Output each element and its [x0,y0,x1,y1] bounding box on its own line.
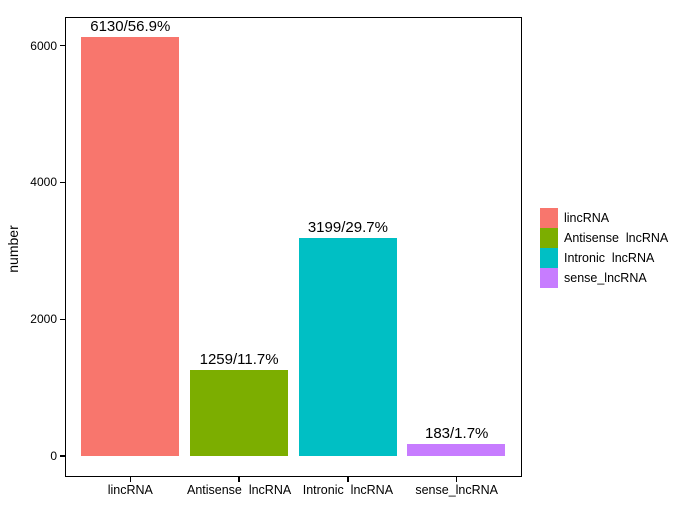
bar-3 [407,443,506,457]
y-tick-label-0: 0 [50,449,57,463]
y-tick-3 [60,44,65,47]
legend-swatch-0 [540,208,558,228]
y-tick-label-3: 6000 [30,38,57,53]
x-tick-label-2: Intronic lncRNA [302,483,394,497]
y-axis-title-text: number [5,225,21,273]
bar-value-label-0: 6130/56.9% [90,18,171,36]
bar-value-label-1: 1259/11.7% [199,351,279,369]
legend: lincRNA Antisense lncRNA Intronic lncRNA se… [540,208,668,288]
bar-0 [80,37,179,457]
plot-panel [65,17,522,477]
legend-label-1: Antisense lncRNA [564,231,669,245]
y-tick-label-2: 4000 [30,175,57,190]
x-tick-label-3: sense_lncRNA [415,483,499,497]
legend-item-0: lincRNA [540,208,668,228]
legend-label-2: Intronic lncRNA [564,251,655,265]
x-tick-0 [129,477,131,482]
legend-item-2: Intronic lncRNA [540,248,668,268]
legend-swatch-2 [540,248,558,268]
bar-1 [189,370,288,457]
legend-swatch-1 [540,228,558,248]
legend-swatch-3 [540,268,558,288]
y-tick-0 [60,455,65,457]
bar-value-label-3: 183/1.7% [424,424,489,442]
legend-label-3: sense_lncRNA [564,271,647,285]
bar-value-label-2: 3199/29.7% [307,218,388,236]
y-tick-1 [60,318,65,320]
x-tick-label-0: lincRNA [107,483,153,497]
x-tick-3 [456,477,458,482]
legend-label-0: lincRNA [564,211,610,225]
y-tick-label-1: 2000 [30,312,57,327]
bar-2 [298,237,397,457]
y-tick-2 [60,181,65,184]
x-tick-2 [347,477,349,482]
legend-item-3: sense_lncRNA [540,268,668,288]
x-tick-1 [238,477,240,482]
x-tick-label-1: Antisense lncRNA [186,483,292,497]
legend-item-1: Antisense lncRNA [540,228,668,248]
